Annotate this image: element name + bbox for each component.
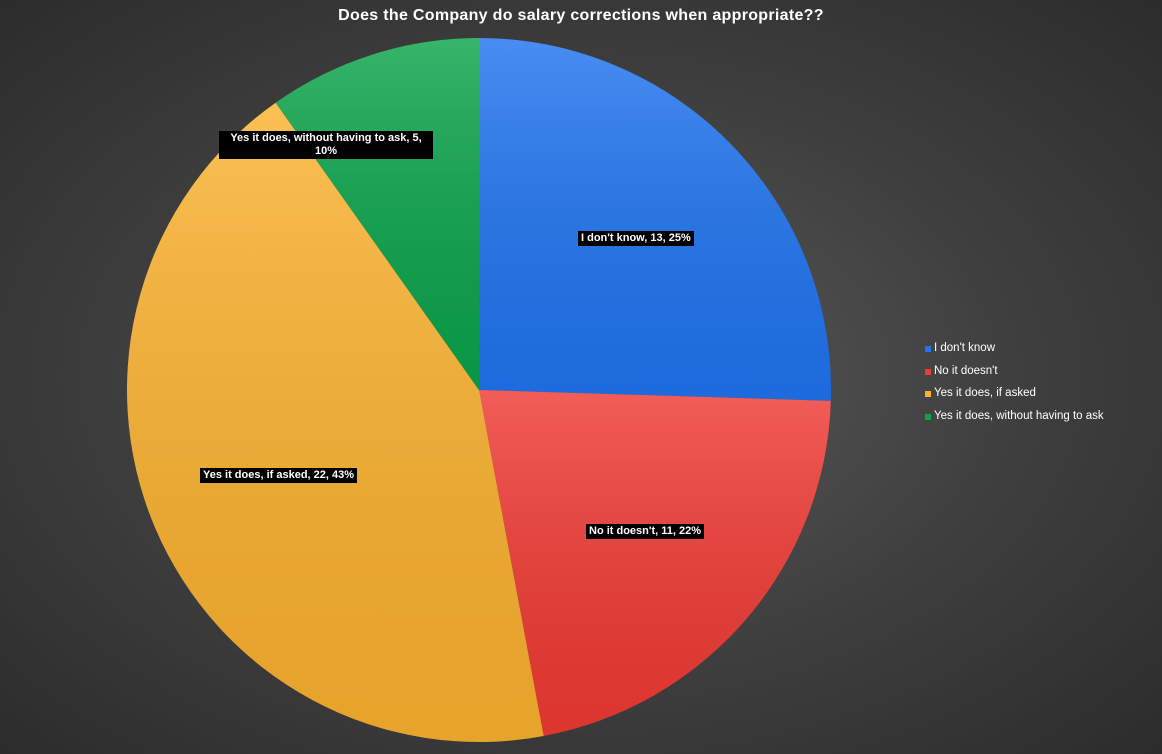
data-label-i-don-t-know: I don't know, 13, 25% xyxy=(578,231,694,246)
data-label-yes-it-does-without-having-to-ask: Yes it does, without having to ask, 5, 1… xyxy=(219,131,433,159)
data-label-no-it-doesn-t: No it doesn't, 11, 22% xyxy=(586,524,705,539)
legend-swatch xyxy=(925,413,931,420)
pie-slice-shade xyxy=(275,37,479,390)
legend-item-yes-it-does-if-asked: Yes it does, if asked xyxy=(925,387,1104,410)
chart-title: Does the Company do salary corrections w… xyxy=(338,7,824,24)
legend-item-no-it-doesn-t: No it doesn't xyxy=(925,365,1104,388)
pie-slice-shade xyxy=(479,390,831,737)
legend-label: Yes it does, if asked xyxy=(934,387,1036,399)
legend-item-yes-it-does-without-having-to-ask: Yes it does, without having to ask xyxy=(925,410,1104,433)
pie-slice-shade xyxy=(479,38,832,401)
legend-swatch xyxy=(925,368,931,375)
legend-label: No it doesn't xyxy=(934,364,998,377)
data-label-yes-it-does-if-asked: Yes it does, if asked, 22, 43% xyxy=(200,468,358,483)
legend-label: I don't know xyxy=(934,342,996,354)
legend-swatch xyxy=(925,346,931,352)
chart-legend: I don't know No it doesn't Yes it does, if… xyxy=(925,342,1104,432)
pie-slice-shade xyxy=(126,102,544,743)
legend-label: Yes it does, without having to ask xyxy=(934,409,1104,422)
legend-item-i-don-t-know: I don't know xyxy=(925,342,1104,365)
legend-swatch xyxy=(925,391,931,397)
